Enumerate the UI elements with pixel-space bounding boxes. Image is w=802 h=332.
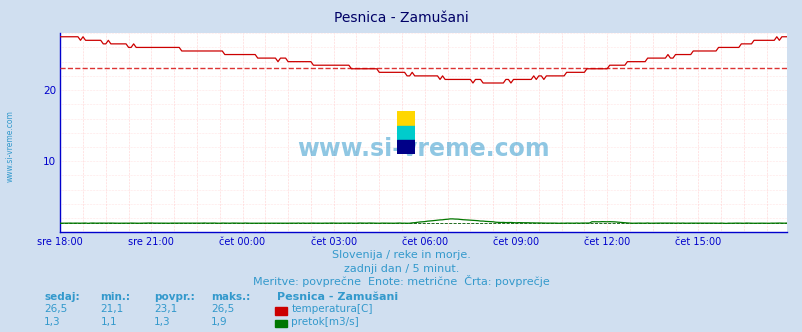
Bar [397, 111, 415, 125]
Text: min.:: min.: [100, 292, 130, 302]
Text: 1,9: 1,9 [211, 317, 228, 327]
Text: maks.:: maks.: [211, 292, 250, 302]
Text: pretok[m3/s]: pretok[m3/s] [291, 317, 358, 327]
Text: 1,1: 1,1 [100, 317, 117, 327]
Text: Pesnica - Zamušani: Pesnica - Zamušani [334, 11, 468, 25]
Text: 23,1: 23,1 [154, 304, 177, 314]
Text: 21,1: 21,1 [100, 304, 124, 314]
Text: Slovenija / reke in morje.: Slovenija / reke in morje. [332, 250, 470, 260]
Text: 1,3: 1,3 [154, 317, 171, 327]
Text: povpr.:: povpr.: [154, 292, 195, 302]
Text: Meritve: povprečne  Enote: metrične  Črta: povprečje: Meritve: povprečne Enote: metrične Črta:… [253, 275, 549, 287]
Text: www.si-vreme.com: www.si-vreme.com [6, 110, 15, 182]
Text: 26,5: 26,5 [211, 304, 234, 314]
Text: temperatura[C]: temperatura[C] [291, 304, 372, 314]
Bar [397, 140, 415, 154]
Text: sedaj:: sedaj: [44, 292, 79, 302]
Text: 26,5: 26,5 [44, 304, 67, 314]
Text: www.si-vreme.com: www.si-vreme.com [297, 137, 549, 161]
Bar [397, 125, 415, 140]
Text: zadnji dan / 5 minut.: zadnji dan / 5 minut. [343, 264, 459, 274]
Text: Pesnica - Zamušani: Pesnica - Zamušani [277, 292, 398, 302]
Text: 1,3: 1,3 [44, 317, 61, 327]
